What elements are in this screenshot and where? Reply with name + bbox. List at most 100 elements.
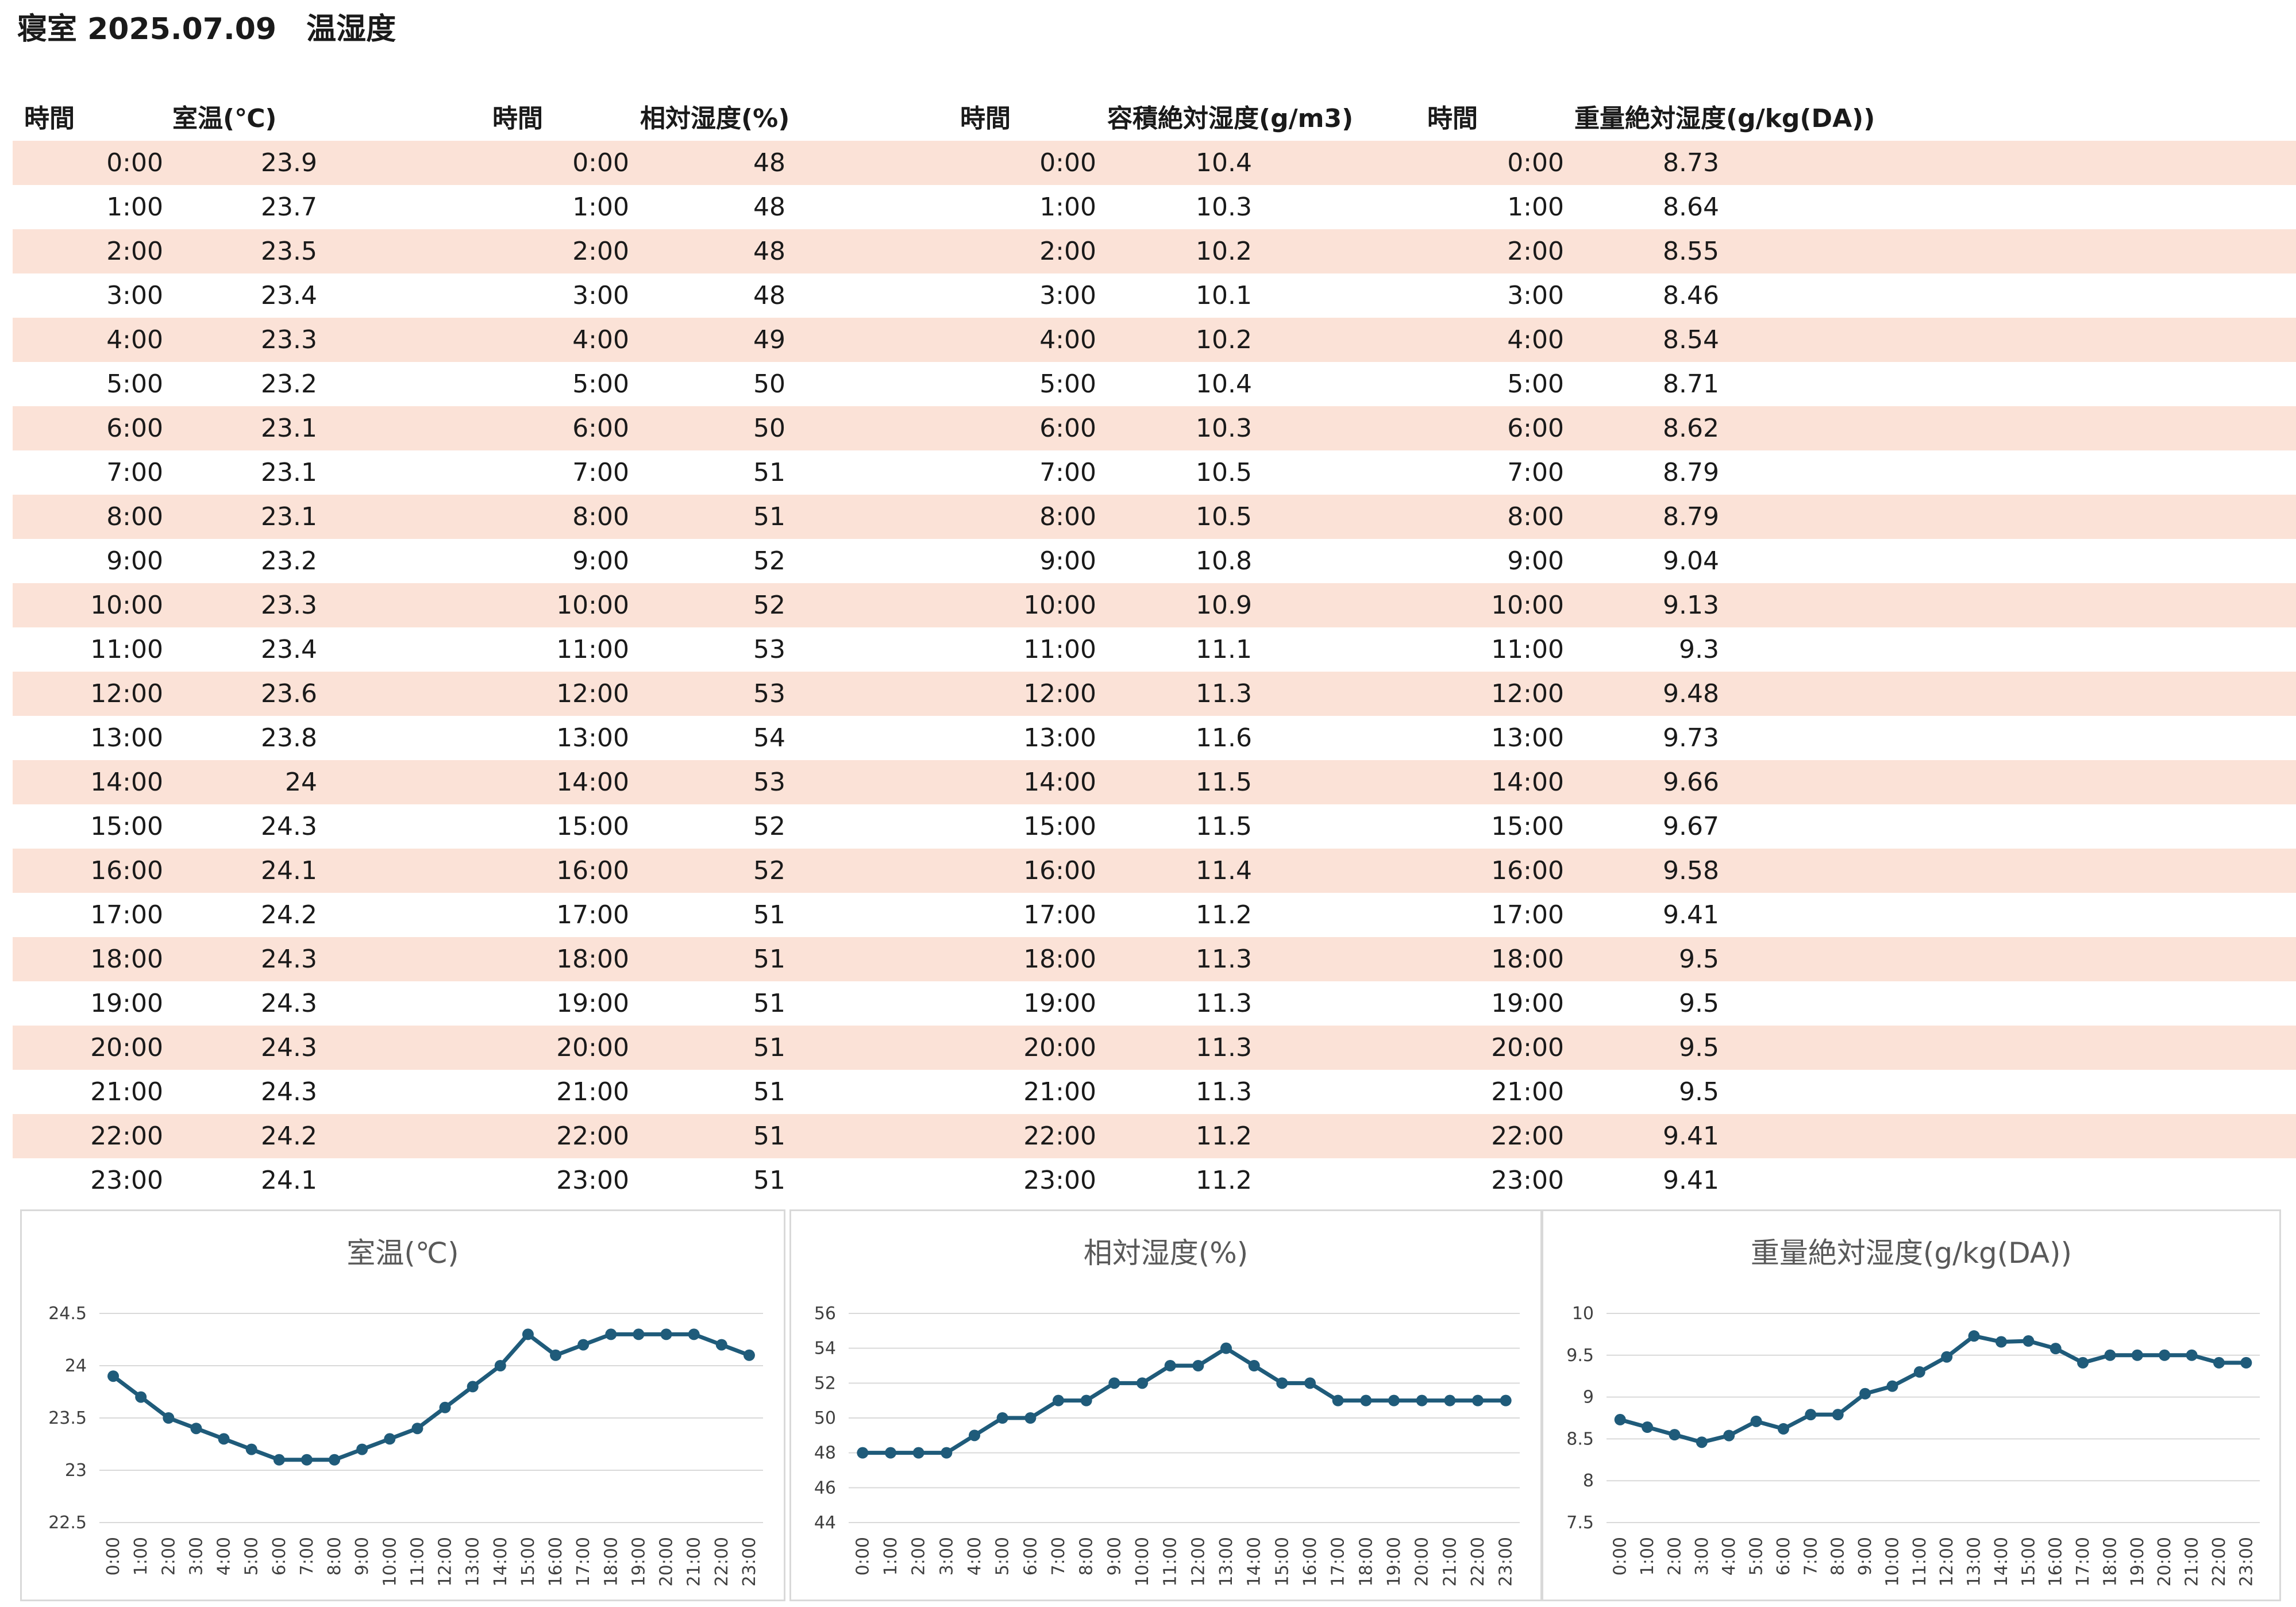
x-tick-label: 17:00 (2073, 1537, 2093, 1586)
y-tick-label: 56 (814, 1304, 836, 1324)
table-row: 18:00 24.3 18:00 51 18:00 11.3 18:00 9.5 (13, 937, 2296, 981)
time-cell-3: 9:00 (1039, 546, 1096, 576)
rh-cell: 49 (753, 325, 785, 354)
vah-cell: 10.4 (1196, 148, 1252, 178)
time-cell-2: 14:00 (556, 768, 629, 797)
time-cell-4: 14:00 (1491, 768, 1564, 797)
time-cell-1: 14:00 (90, 768, 163, 797)
x-tick-label: 7:00 (1801, 1537, 1821, 1575)
rh-cell: 52 (753, 812, 785, 841)
temp-cell: 24.3 (261, 989, 317, 1018)
temp-cell: 23.7 (261, 192, 317, 222)
y-tick-label: 8.5 (1566, 1429, 1594, 1449)
temp-cell: 24.3 (261, 1033, 317, 1062)
rh-chart: 相対湿度(%) 56 54 52 50 48 46 44 0:00 1:00 2:00 3:00 4:0… (814, 1236, 1520, 1586)
x-tick-label: 20:00 (1412, 1537, 1432, 1586)
x-tick-label: 10:00 (1132, 1537, 1153, 1586)
mah-cell: 9.41 (1663, 900, 1719, 930)
mah-cell: 9.41 (1663, 1122, 1719, 1151)
temp-chart-panel[interactable]: 室温(℃) 24.5 24 23.5 23 22.5 0:00 1:00 2:00 3:00 4:0… (20, 1209, 785, 1601)
table-row: 14:00 24 14:00 53 14:00 11.5 14:00 9.66 (13, 760, 2296, 804)
temp-cell: 23.1 (261, 414, 317, 443)
rh-cell: 51 (753, 945, 785, 974)
table-row: 5:00 23.2 5:00 50 5:00 10.4 5:00 8.71 (13, 362, 2296, 406)
data-point (1108, 1377, 1120, 1389)
data-point (1080, 1394, 1092, 1406)
x-tick-label: 21:00 (684, 1537, 704, 1586)
time-cell-3: 8:00 (1039, 502, 1096, 531)
time-cell-4: 0:00 (1507, 148, 1564, 178)
x-tick-label: 2:00 (1665, 1537, 1685, 1575)
x-tick-label: 13:00 (1964, 1537, 1985, 1586)
data-point (660, 1328, 672, 1340)
x-tick-label: 8:00 (1077, 1537, 1097, 1575)
temp-cell: 23.1 (261, 458, 317, 487)
data-point (1192, 1360, 1204, 1371)
x-tick-label: 3:00 (937, 1537, 957, 1575)
x-tick-label: 4:00 (965, 1537, 985, 1575)
temp-cell: 23.6 (261, 679, 317, 708)
temp-cell: 24.2 (261, 1122, 317, 1151)
table-row: 13:00 23.8 13:00 54 13:00 11.6 13:00 9.73 (13, 716, 2296, 760)
data-point (2240, 1356, 2252, 1369)
time-cell-1: 5:00 (106, 369, 163, 399)
x-tick-label: 5:00 (242, 1537, 262, 1575)
data-point (1472, 1394, 1484, 1406)
rh-chart-panel[interactable]: 相対湿度(%) 56 54 52 50 48 46 44 0:00 1:00 2:00 3:00 4:0… (789, 1209, 1542, 1601)
x-tick-label: 10:00 (1882, 1537, 1902, 1586)
table-row: 7:00 23.1 7:00 51 7:00 10.5 7:00 8.79 (13, 450, 2296, 495)
x-tick-label: 11:00 (1161, 1537, 1181, 1586)
y-tick-label: 8 (1583, 1471, 1594, 1491)
data-point (467, 1381, 479, 1393)
page-title: 寝室 2025.07.09 温湿度 (17, 12, 396, 47)
table-row: 16:00 24.1 16:00 52 16:00 11.4 16:00 9.58 (13, 849, 2296, 893)
x-tick-label: 23:00 (739, 1537, 760, 1586)
mah-cell: 9.3 (1679, 635, 1719, 664)
data-point (1444, 1394, 1456, 1406)
chart-title: 室温(℃) (346, 1236, 459, 1270)
time-cell-3: 14:00 (1023, 768, 1096, 797)
time-cell-4: 23:00 (1491, 1166, 1564, 1195)
header-temp: 室温(℃) (172, 104, 277, 133)
x-tick-label: 16:00 (1300, 1537, 1320, 1586)
x-tick-label: 12:00 (436, 1537, 456, 1586)
x-tick-label: 21:00 (2182, 1537, 2202, 1586)
table-header: 時間 室温(℃) 時間 相対湿度(%) 時間 容積絶対湿度(g/m3) 時間 重… (13, 99, 2296, 139)
data-point (190, 1423, 202, 1435)
temp-cell: 24.3 (261, 945, 317, 974)
rh-cell: 51 (753, 900, 785, 930)
temp-cell: 23.4 (261, 635, 317, 664)
x-tick-label: 9:00 (352, 1537, 372, 1575)
time-cell-4: 17:00 (1491, 900, 1564, 930)
time-cell-1: 20:00 (90, 1033, 163, 1062)
x-tick-label: 15:00 (2018, 1537, 2039, 1586)
time-cell-1: 2:00 (106, 237, 163, 266)
time-cell-4: 11:00 (1491, 635, 1564, 664)
data-point (411, 1423, 423, 1435)
vah-cell: 10.1 (1196, 281, 1252, 310)
time-cell-2: 19:00 (556, 989, 629, 1018)
time-cell-3: 2:00 (1039, 237, 1096, 266)
x-tick-label: 3:00 (186, 1537, 206, 1575)
data-table: 0:00 23.9 0:00 48 0:00 10.4 0:00 8.73 1:00 23.7 1:… (13, 141, 2296, 1203)
mah-chart-panel[interactable]: 重量絶対湿度(g/kg(DA)) 10 9.5 9 8.5 8 7.5 0:00 1:00 2:0… (1542, 1209, 2281, 1601)
series-line (862, 1346, 1506, 1455)
x-tick-label: 8:00 (325, 1537, 345, 1575)
data-point (1024, 1412, 1037, 1424)
vah-cell: 10.3 (1196, 192, 1252, 222)
time-cell-3: 17:00 (1023, 900, 1096, 930)
x-tick-label: 19:00 (2128, 1537, 2148, 1586)
time-cell-2: 1:00 (572, 192, 629, 222)
header-time-3: 時間 (960, 104, 1011, 133)
mah-cell: 8.62 (1663, 414, 1719, 443)
time-cell-1: 13:00 (90, 723, 163, 753)
data-point (550, 1349, 562, 1361)
data-point (1416, 1394, 1428, 1406)
vah-cell: 11.2 (1196, 900, 1252, 930)
mah-cell: 8.79 (1663, 458, 1719, 487)
data-point (163, 1412, 175, 1424)
rh-cell: 48 (753, 192, 785, 222)
time-cell-1: 19:00 (90, 989, 163, 1018)
header-rh: 相対湿度(%) (640, 104, 790, 133)
mah-cell: 9.58 (1663, 856, 1719, 885)
